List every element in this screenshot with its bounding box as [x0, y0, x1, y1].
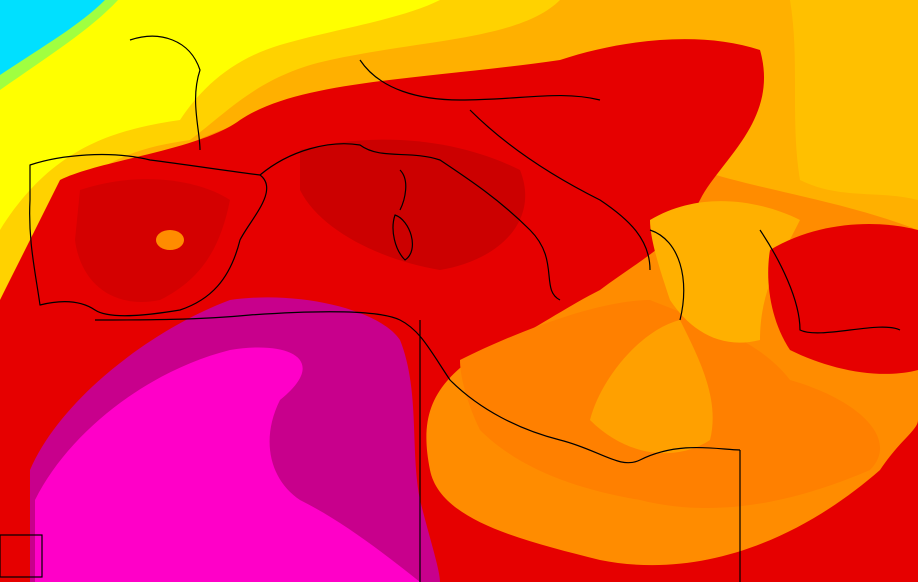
temperature-zone: [790, 0, 918, 200]
border-line: [129, 35, 741, 582]
coastline: [29, 153, 268, 317]
temperature-zone: [650, 201, 800, 343]
temperature-zone: [300, 139, 526, 270]
temperature-zone: [768, 224, 918, 374]
temperature-zone: [590, 320, 713, 454]
temperature-zone: [0, 0, 440, 230]
coastline: [649, 229, 901, 334]
temperature-zone: [75, 179, 230, 302]
temperature-zone: [156, 230, 184, 250]
coastline: [392, 169, 414, 261]
coastline: [259, 109, 651, 301]
coastline: [94, 311, 741, 464]
map-frame: [0, 534, 43, 578]
temperature-zone: [0, 0, 105, 75]
temperature-zone: [35, 347, 420, 582]
